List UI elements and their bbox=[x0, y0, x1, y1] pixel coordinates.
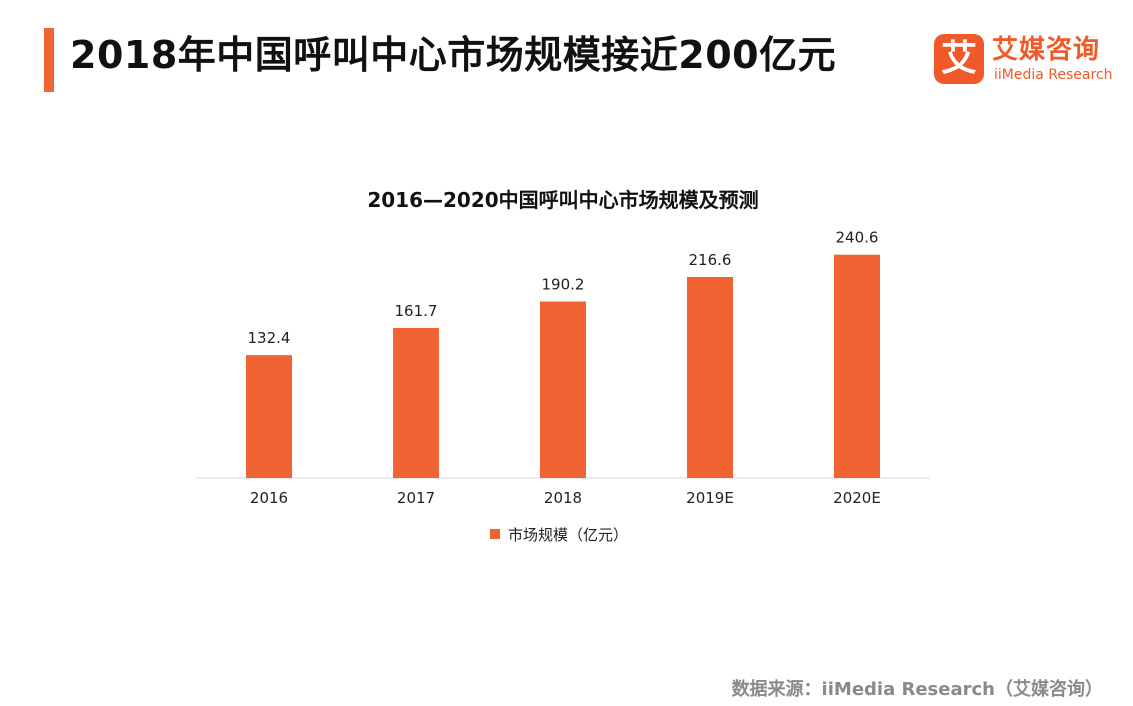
data-label-2020E: 240.6 bbox=[836, 229, 879, 247]
x-tick-label-2019E: 2019E bbox=[686, 489, 734, 507]
page-title: 2018年中国呼叫中心市场规模接近200亿元 bbox=[70, 33, 837, 77]
chart-legend: 市场规模（亿元） bbox=[490, 526, 628, 544]
legend-label: 市场规模（亿元） bbox=[508, 526, 629, 544]
x-tick-label-2016: 2016 bbox=[250, 489, 288, 507]
logo-mark-icon: 艾 bbox=[934, 34, 984, 84]
data-label-2019E: 216.6 bbox=[689, 251, 732, 269]
bar-2019E bbox=[687, 276, 733, 478]
data-label-2016: 132.4 bbox=[248, 329, 291, 347]
x-tick-label-2020E: 2020E bbox=[833, 489, 881, 507]
brand-logo: 艾 艾媒咨询 iiMedia Research bbox=[934, 34, 1120, 86]
logo-name: 艾媒咨询 bbox=[992, 35, 1101, 65]
data-label-2017: 161.7 bbox=[395, 302, 438, 320]
x-tick-label-2017: 2017 bbox=[397, 489, 435, 507]
logo-subtitle: iiMedia Research bbox=[994, 67, 1113, 83]
bar-2017 bbox=[393, 327, 439, 478]
chart-title: 2016—2020中国呼叫中心市场规模及预测 bbox=[367, 188, 759, 212]
legend-swatch bbox=[490, 529, 500, 539]
bar-2020E bbox=[834, 254, 880, 478]
bar-2016 bbox=[246, 355, 292, 478]
title-accent-bar bbox=[44, 28, 54, 92]
data-source: 数据来源：iiMedia Research（艾媒咨询） bbox=[731, 679, 1103, 700]
bar-2018 bbox=[540, 301, 586, 478]
data-label-2018: 190.2 bbox=[542, 275, 585, 293]
x-tick-label-2018: 2018 bbox=[544, 489, 582, 507]
